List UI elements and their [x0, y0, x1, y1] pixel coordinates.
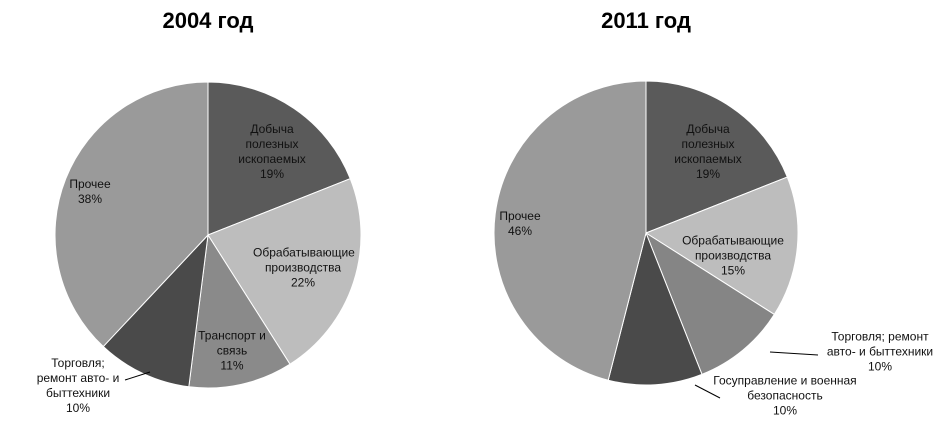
slice-name: Торговля; ремонт авто- и быттехники: [826, 329, 934, 359]
slice-name: Прочее: [499, 209, 541, 223]
slice-name: Транспорт и связь: [198, 328, 266, 358]
slice-value: 11%: [220, 358, 244, 373]
slice-name: Прочее: [69, 177, 111, 191]
slice-value: 19%: [259, 167, 285, 181]
slice-name: Обрабатывающие производства: [253, 245, 355, 275]
slice-label: Обрабатывающие производства 22%: [253, 245, 355, 291]
chart-title: 2011 год: [601, 8, 691, 33]
pie-slice: [644, 176, 799, 316]
slice-label: Транспорт и связь 11%: [197, 329, 267, 374]
slice-label: Торговля; ремонт авто- и быттехники 10%: [818, 330, 943, 375]
slice-name: Торговля; ремонт авто- и быттехники: [36, 356, 120, 400]
slice-label: Прочее 38%: [60, 177, 120, 207]
leader-line: [694, 384, 721, 399]
slice-name: Госуправление и военная безопасность: [713, 373, 857, 403]
pie-slice: [54, 81, 209, 348]
slice-label: Добыча полезных ископаемых 19%: [668, 122, 748, 182]
slice-value: 22%: [290, 275, 316, 290]
slice-label: Госуправление и военная безопасность 10%: [713, 374, 858, 419]
leader-line: [769, 351, 819, 356]
slice-value: 38%: [77, 192, 103, 206]
pie-slice: [644, 231, 776, 375]
pie-slice: [645, 80, 788, 234]
slice-label: Торговля; ремонт авто- и быттехники 10%: [32, 356, 124, 416]
slice-name: Добыча полезных ископаемых: [238, 122, 306, 166]
slice-value: 19%: [695, 167, 721, 181]
pie-slice: [493, 80, 647, 381]
chart-title: 2004 год: [162, 8, 254, 33]
slice-value: 46%: [507, 224, 533, 238]
slice-value: 10%: [867, 359, 893, 374]
slice-name: Обрабатывающие производства: [682, 233, 784, 263]
pie-slice: [607, 231, 703, 386]
slice-label: Добыча полезных ископаемых 19%: [232, 122, 312, 182]
leader-line: [124, 371, 151, 381]
pie-slice: [188, 233, 291, 389]
slice-label: Прочее 46%: [490, 209, 550, 239]
slice-value: 10%: [772, 403, 798, 418]
pie-slice: [207, 81, 351, 236]
slice-label: Обрабатывающие производства 15%: [673, 234, 793, 279]
slice-name: Добыча полезных ископаемых: [674, 122, 742, 166]
pie-slice: [102, 233, 209, 388]
slice-value: 15%: [720, 263, 746, 278]
slice-value: 10%: [65, 401, 91, 415]
pie-slice: [207, 178, 362, 365]
